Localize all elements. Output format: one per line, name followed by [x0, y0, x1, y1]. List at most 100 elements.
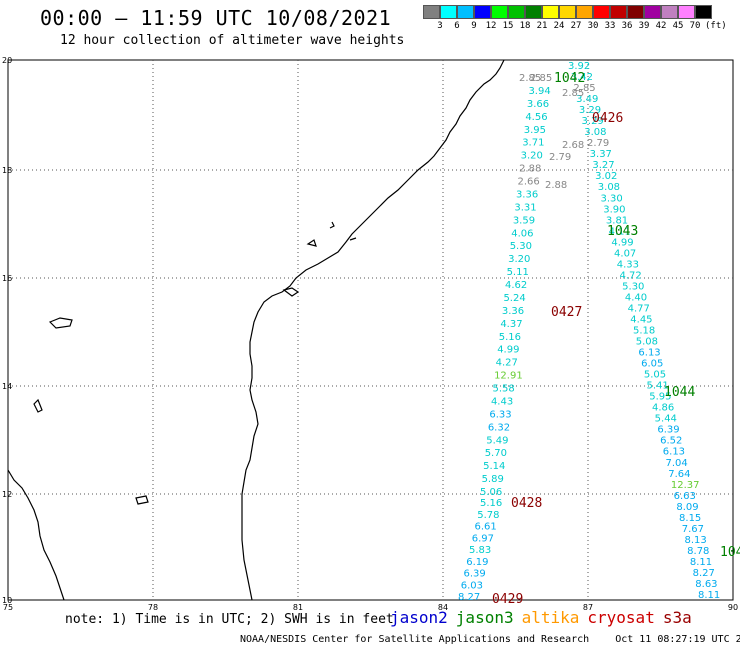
axis-labels: 75 78 81 84 87 90 20 18 16 14 12 10 [2, 56, 738, 612]
wave-height-value: 4.86 [652, 403, 674, 414]
wave-height-value: 5.49 [486, 435, 508, 446]
legend-tick: 33 [604, 21, 616, 31]
credit-line: NOAA/NESDIS Center for Satellite Applica… [240, 634, 740, 645]
wave-height-value: 3.08 [584, 127, 606, 138]
wave-height-value: 4.33 [617, 259, 639, 270]
legend-swatch [542, 5, 559, 19]
track-id-label: 0428 [511, 496, 542, 511]
wave-height-value: 7.04 [666, 458, 688, 469]
wave-height-value: 3.42 [571, 72, 593, 83]
wave-height-value: 6.13 [638, 348, 660, 359]
legend-tick: 39 [638, 21, 650, 31]
wave-height-value: 4.06 [511, 228, 533, 239]
wave-height-value: 3.20 [521, 151, 543, 162]
legend-swatch [423, 5, 440, 19]
wave-height-value: 3.59 [513, 215, 535, 226]
satellite-jason3: jason3 [455, 608, 514, 627]
coastline-south-west [7, 469, 65, 601]
legend-tick: 36 [621, 21, 633, 31]
wave-height-value: 6.05 [641, 359, 663, 370]
wave-height-value: 6.97 [472, 533, 494, 544]
legend-swatch [593, 5, 610, 19]
jason3-track-label: 104 [720, 545, 740, 560]
y-tick-label: 14 [2, 382, 12, 391]
wave-height-value: 2.66 [518, 177, 540, 188]
wave-height-value: 4.27 [496, 358, 518, 369]
wave-height-value: 8.09 [676, 502, 698, 513]
legend-swatch [525, 5, 542, 19]
legend-unit: (ft) [705, 21, 727, 31]
wave-height-value: 5.41 [647, 381, 669, 392]
coastline [241, 59, 505, 601]
wave-height-value: 5.95 [649, 392, 671, 403]
wave-height-value: 5.30 [510, 241, 532, 252]
legend-tick: 45 [672, 21, 684, 31]
satellite-jason2: jason2 [390, 608, 448, 627]
island-1 [48, 317, 73, 329]
legend-tick: 3 [437, 21, 443, 31]
wave-height-value: 3.29 [579, 105, 601, 116]
legend-tick: 27 [570, 21, 582, 31]
wave-height-value: 3.90 [603, 204, 625, 215]
legend-tick: 24 [553, 21, 565, 31]
wave-height-value: 8.27 [458, 592, 480, 603]
wave-height-value: 3.27 [592, 160, 614, 171]
wave-height-value: 2.68 [562, 140, 584, 151]
x-tick-label: 84 [438, 603, 448, 612]
wave-height-value: 8.11 [690, 557, 712, 568]
wave-height-value: 3.92 [568, 61, 590, 72]
y-tick-label: 10 [2, 596, 12, 605]
wave-height-value: 5.16 [480, 498, 502, 509]
wave-height-value: 3.37 [590, 149, 612, 160]
island-6 [349, 237, 357, 241]
y-tick-label: 12 [2, 490, 12, 499]
wave-height-value: 5.16 [499, 332, 521, 343]
jason3-track-label: 1044 [664, 385, 695, 400]
legend-tick: 15 [502, 21, 514, 31]
wave-height-value: 3.81 [606, 215, 628, 226]
legend-tick: 9 [471, 21, 477, 31]
wave-height-value: 7.67 [682, 524, 704, 535]
track-id-label: 0426 [592, 111, 623, 126]
legend-swatch [559, 5, 576, 19]
wave-height-value: 6.63 [674, 491, 696, 502]
track-id-label: 0427 [551, 305, 582, 320]
x-tick-label: 78 [148, 603, 158, 612]
legend-swatch [661, 5, 678, 19]
wave-height-value: 2.79 [549, 152, 571, 163]
wave-height-value: 6.32 [488, 422, 510, 433]
wave-height-value: 8.11 [698, 590, 720, 601]
wave-height-value: 3.71 [522, 138, 544, 149]
legend-swatch [610, 5, 627, 19]
jason3-track-label: 1043 [607, 224, 638, 239]
x-tick-label: 87 [583, 603, 593, 612]
legend-tick: 70 [689, 21, 701, 31]
wave-height-value: 3.02 [595, 171, 617, 182]
wave-height-value: 3.30 [601, 193, 623, 204]
wave-height-value: 12.37 [671, 480, 700, 491]
wave-height-value: 6.39 [464, 569, 486, 580]
wave-height-value: 5.44 [655, 414, 677, 425]
wave-height-value: 4.37 [500, 319, 522, 330]
wave-height-value: 12.91 [494, 371, 523, 382]
legend-swatch [508, 5, 525, 19]
legend-tick: 12 [485, 21, 497, 31]
wave-height-value: 6.61 [475, 522, 497, 533]
color-legend: 3 6 9 12 15 18 21 24 27 30 33 36 39 42 45 70 (ft) [423, 5, 740, 33]
track-id-label: 0429 [492, 592, 523, 607]
legend-swatches [423, 5, 740, 19]
legend-tick: 21 [536, 21, 548, 31]
wave-height-value: 8.13 [684, 535, 706, 546]
island-5 [306, 239, 317, 247]
wave-height-value: 5.11 [507, 267, 529, 278]
wave-height-value: 8.27 [693, 568, 715, 579]
wave-height-value: 5.83 [469, 545, 491, 556]
wave-height-value: 5.30 [622, 281, 644, 292]
credit-text: NOAA/NESDIS Center for Satellite Applica… [240, 634, 590, 645]
wave-height-value: 5.70 [485, 448, 507, 459]
wave-height-value: 2.88 [519, 164, 541, 175]
wave-height-value: 2.85 [530, 73, 552, 84]
satellite-cryosat: cryosat [587, 608, 655, 627]
wave-height-value: 4.62 [505, 280, 527, 291]
